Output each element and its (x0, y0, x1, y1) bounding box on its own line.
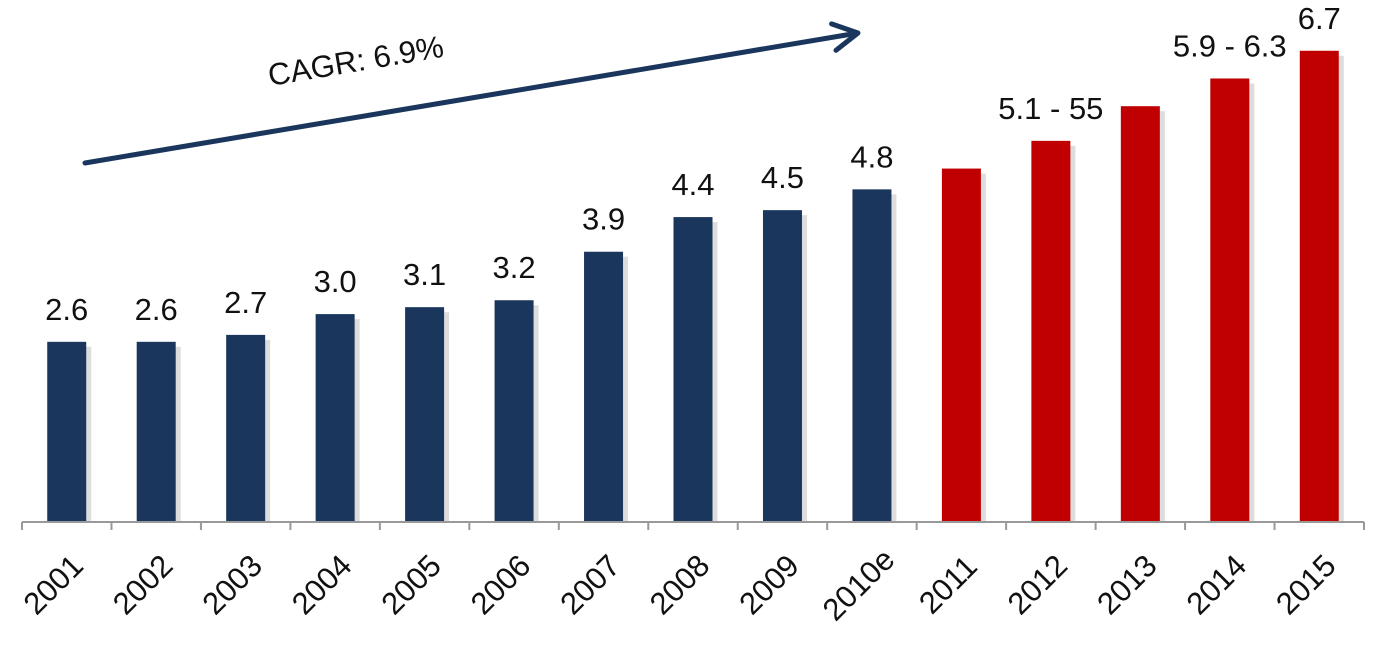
bar-2005 (405, 307, 445, 522)
cagr-arrow-head (829, 21, 861, 53)
data-label-2002: 2.6 (135, 292, 178, 327)
bar-2004 (315, 314, 355, 522)
bar-2015 (1299, 50, 1339, 522)
bar-2003 (226, 334, 266, 522)
tick-label-2004: 2004 (285, 548, 359, 622)
bar-2007 (584, 251, 624, 523)
tick-label-2008: 2008 (643, 548, 717, 622)
bar-2010e (852, 189, 892, 523)
data-labels-group: 2.6 2.6 2.7 3.0 3.1 3.2 3.9 4.4 4.5 4.8 5.1 - 55 5.… (45, 1, 1341, 327)
data-label-2006: 3.2 (493, 250, 536, 285)
tick-label-2003: 2003 (195, 548, 269, 622)
bar-2014 (1210, 78, 1250, 522)
data-label-2014: 5.9 - 6.3 (1173, 28, 1287, 63)
bars-group (47, 50, 1339, 523)
bar-2009 (762, 210, 802, 522)
data-label-2015: 6.7 (1298, 1, 1341, 36)
bar-2001 (47, 341, 87, 522)
data-label-2005: 3.1 (403, 257, 446, 292)
tick-label-2005: 2005 (374, 548, 448, 622)
data-label-2001: 2.6 (45, 292, 88, 327)
tick-label-2002: 2002 (106, 548, 180, 622)
bar-2006 (494, 300, 534, 522)
tick-label-2007: 2007 (553, 548, 627, 622)
tick-label-2012: 2012 (1001, 548, 1075, 622)
data-label-2012: 5.1 - 55 (998, 91, 1103, 126)
tick-label-2011: 2011 (912, 549, 984, 621)
data-label-2009: 4.5 (761, 160, 804, 195)
tick-label-2013: 2013 (1090, 548, 1164, 622)
tick-label-2001: 2001 (17, 548, 91, 622)
data-label-2008: 4.4 (671, 167, 714, 202)
tick-label-2015: 2015 (1269, 548, 1343, 622)
tick-label-2010e: 2010e (816, 542, 902, 628)
cagr-arrow-line (82, 31, 855, 166)
data-label-2010e: 4.8 (850, 139, 893, 174)
bar-2013 (1120, 106, 1160, 522)
data-label-2004: 3.0 (314, 264, 357, 299)
tick-label-2014: 2014 (1180, 548, 1254, 622)
x-axis-tick-labels: 2001 2002 2003 2004 2005 2006 2007 2008 2009 2010… (17, 542, 1343, 628)
tick-label-2006: 2006 (464, 548, 538, 622)
bar-2011 (941, 168, 981, 522)
cagr-label: CAGR: 6.9% (265, 29, 446, 93)
tick-label-2009: 2009 (732, 548, 806, 622)
bar-2012 (1031, 140, 1071, 522)
bar-2008 (673, 217, 713, 522)
bar-2002 (136, 341, 176, 522)
x-axis-ticks (21, 522, 1365, 530)
cagr-annotation: CAGR: 6.9% (82, 21, 861, 166)
data-label-2007: 3.9 (582, 202, 625, 237)
data-label-2003: 2.7 (224, 285, 267, 320)
